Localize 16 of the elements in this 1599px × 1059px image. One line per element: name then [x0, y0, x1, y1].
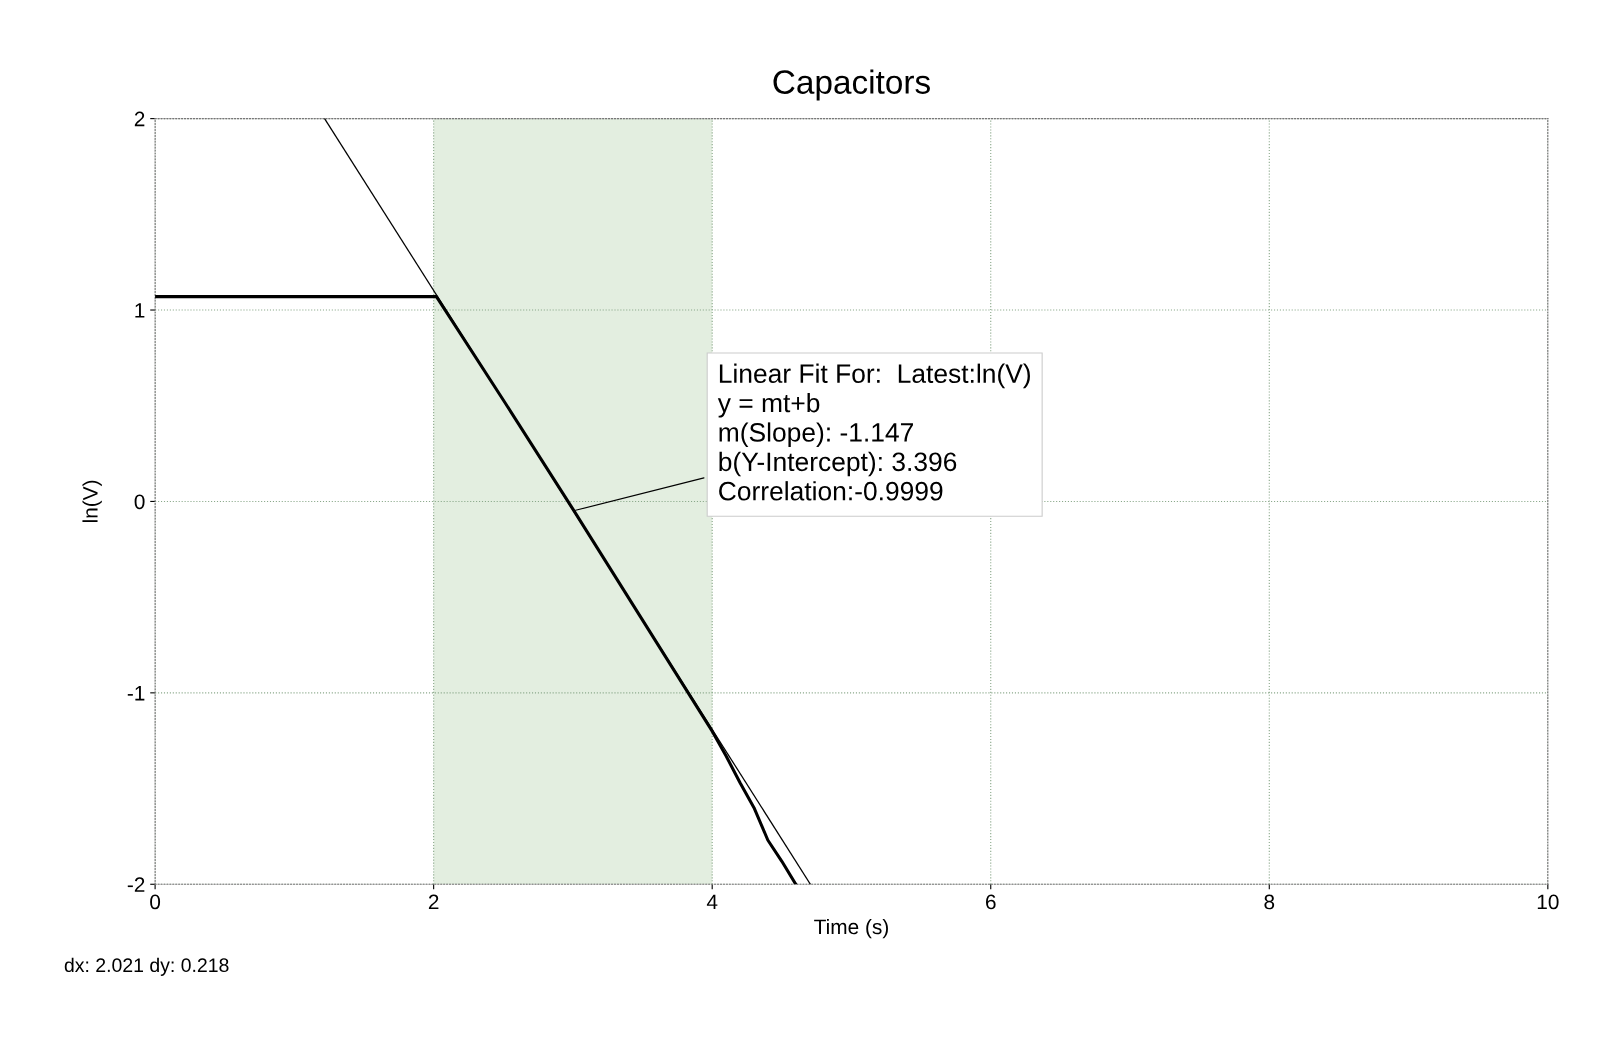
y-tick-label: 1 — [135, 303, 145, 318]
y-axis-title: ln(V) — [82, 480, 102, 523]
chart-title: Capacitors — [773, 69, 930, 101]
x-axis-title: Time (s) — [814, 918, 888, 939]
y-tick-label: 2 — [134, 111, 145, 127]
x-tick-label: 10 — [1537, 894, 1559, 910]
x-tick-label: 4 — [706, 894, 718, 910]
x-tick-label: 0 — [150, 894, 161, 910]
y-tick-label: -1 — [127, 686, 145, 701]
annotation: Linear Fit For: Latest:ln(V) y = mt+b m(Slope): -1.147 b(Y-Intercept): 3.396 Correlation:-0.9999 — [717, 363, 1030, 501]
y-tick-label: -2 — [127, 877, 145, 892]
x-tick-label: 8 — [1264, 894, 1275, 910]
x-tick-label: 2 — [428, 894, 439, 910]
y-tick-label: 0 — [134, 494, 145, 510]
text: dx: 2.021 dy: 0.218 — [64, 957, 229, 976]
x-tick-label: 6 — [986, 894, 996, 910]
